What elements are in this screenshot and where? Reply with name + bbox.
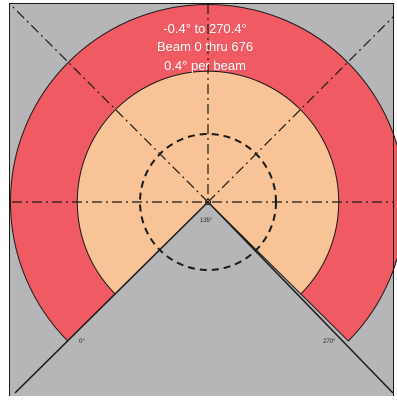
angle-label-end: 270° xyxy=(323,339,336,345)
beam-resolution-text: 0.4° per beam xyxy=(164,58,246,73)
scan-range-text: -0.4° to 270.4° xyxy=(163,21,246,36)
angle-label-mid: 135° xyxy=(200,218,213,224)
angle-label-start: 0° xyxy=(79,339,85,345)
beam-range-text: Beam 0 thru 676 xyxy=(157,39,253,54)
